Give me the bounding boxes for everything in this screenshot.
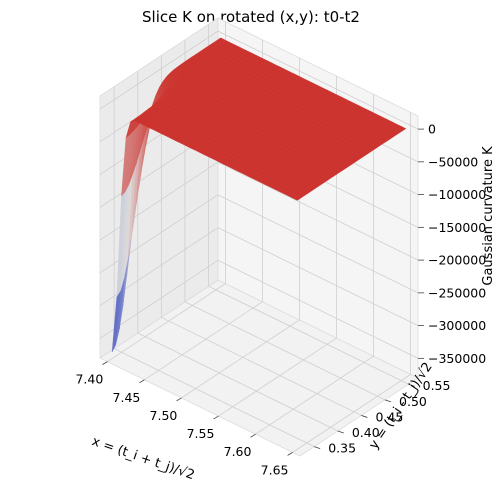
x-axis-ticks: 7.40 7.45 7.50 7.55 7.60 7.65 bbox=[75, 361, 293, 477]
z-tick-label: −200000 bbox=[428, 253, 486, 268]
z-grid-back bbox=[217, 161, 419, 261]
x-tick-label: 7.60 bbox=[224, 444, 252, 459]
x-tick-label: 7.65 bbox=[261, 462, 289, 477]
y-axis-ticks: 0.350.400.450.500.55 bbox=[314, 378, 451, 456]
y-grid-floor bbox=[137, 332, 338, 432]
z-tick-label: −50000 bbox=[428, 154, 478, 169]
y-tick-mark bbox=[361, 415, 368, 418]
y-grid-floor bbox=[184, 301, 386, 401]
chart-title: Slice K on rotated (x,y): t0-t2 bbox=[142, 8, 360, 26]
z-tick-label: −350000 bbox=[428, 351, 486, 366]
z-tick-label: −300000 bbox=[428, 318, 486, 333]
x-grid-floor bbox=[218, 337, 337, 417]
y-grid-floor bbox=[161, 317, 362, 416]
x-tick-label: 7.45 bbox=[113, 390, 141, 405]
x-tick-mark bbox=[176, 397, 182, 402]
y-tick-label: 0.55 bbox=[423, 378, 451, 393]
x-tick-label: 7.50 bbox=[150, 408, 178, 423]
x-grid-floor bbox=[107, 283, 226, 362]
x-tick-mark bbox=[250, 433, 256, 438]
z-tick-label: −150000 bbox=[428, 220, 486, 235]
y-tick-label: 0.50 bbox=[399, 394, 427, 409]
x-tick-mark bbox=[139, 379, 145, 384]
x-axis-label: x = (t_i + t_j)/√2 bbox=[90, 434, 197, 483]
z-grid-back bbox=[217, 30, 419, 130]
x-grid-floor bbox=[292, 374, 411, 453]
y-tick-label: 0.40 bbox=[352, 425, 380, 440]
z-grid-back bbox=[217, 194, 419, 294]
x-grid-floor bbox=[144, 301, 263, 381]
y-tick-mark bbox=[408, 383, 415, 387]
z-grid-back bbox=[217, 259, 419, 359]
x-tick-mark bbox=[213, 415, 219, 420]
x-tick-mark bbox=[102, 361, 108, 365]
x-tick-mark bbox=[287, 452, 293, 456]
y-tick-mark bbox=[314, 446, 321, 450]
z-axis-ticks: 0 −50000 −100000 −150000 −200000 −250000 −3000… bbox=[418, 122, 486, 366]
z-grid-left bbox=[99, 30, 219, 110]
y-tick-mark bbox=[337, 430, 344, 434]
y-grid-floor bbox=[208, 285, 409, 385]
z-axis-label: Gaussian curvature K bbox=[481, 146, 496, 286]
x-tick-label: 7.40 bbox=[75, 372, 103, 387]
y-tick-mark bbox=[384, 399, 392, 403]
z-grid-left bbox=[99, 161, 219, 241]
x-grid-floor bbox=[255, 355, 374, 435]
surface-patch bbox=[292, 195, 302, 201]
z-tick-label: 0 bbox=[428, 122, 436, 137]
x-tick-label: 7.55 bbox=[187, 426, 215, 441]
x-grid-floor bbox=[181, 319, 300, 399]
z-grid-back bbox=[217, 227, 419, 326]
surface-plot bbox=[111, 37, 407, 353]
z-tick-label: −100000 bbox=[428, 187, 486, 202]
y-grid-floor bbox=[113, 348, 315, 447]
y-tick-label: 0.45 bbox=[375, 409, 403, 424]
y-tick-label: 0.35 bbox=[328, 441, 356, 456]
z-tick-label: −250000 bbox=[428, 285, 486, 300]
